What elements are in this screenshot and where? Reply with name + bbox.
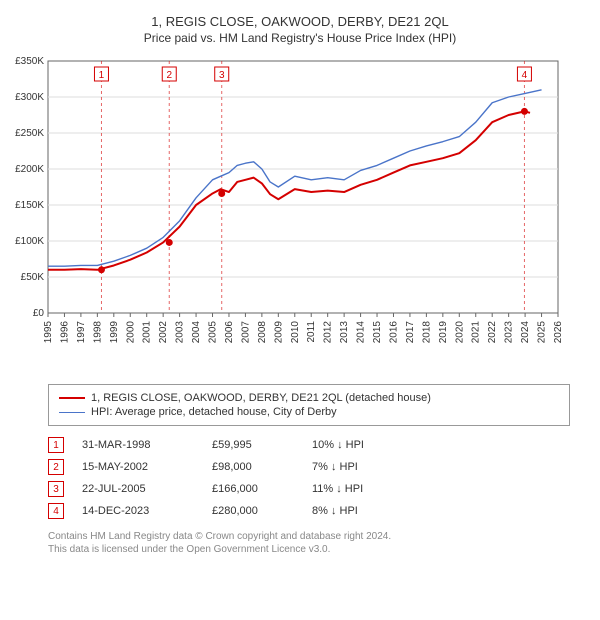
svg-text:£200K: £200K — [15, 164, 44, 175]
svg-text:2006: 2006 — [224, 321, 235, 344]
svg-text:2012: 2012 — [323, 321, 334, 344]
svg-text:1996: 1996 — [59, 321, 70, 344]
svg-text:£300K: £300K — [15, 92, 44, 103]
svg-text:2014: 2014 — [356, 321, 367, 344]
marker-delta: 7% ↓ HPI — [312, 461, 432, 473]
page-title: 1, REGIS CLOSE, OAKWOOD, DERBY, DE21 2QL — [10, 14, 590, 29]
marker-delta: 8% ↓ HPI — [312, 505, 432, 517]
svg-text:2022: 2022 — [487, 321, 498, 344]
marker-price: £166,000 — [212, 483, 312, 495]
svg-text:£50K: £50K — [21, 272, 45, 283]
svg-text:2024: 2024 — [520, 321, 531, 344]
svg-text:2026: 2026 — [553, 321, 564, 344]
svg-text:1998: 1998 — [92, 321, 103, 344]
svg-text:2010: 2010 — [290, 321, 301, 344]
svg-text:4: 4 — [522, 70, 528, 81]
svg-text:£150K: £150K — [15, 200, 44, 211]
svg-text:2008: 2008 — [257, 321, 268, 344]
svg-text:2: 2 — [166, 70, 172, 81]
marker-delta: 11% ↓ HPI — [312, 483, 432, 495]
legend-label: HPI: Average price, detached house, City… — [91, 406, 337, 418]
marker-delta: 10% ↓ HPI — [312, 439, 432, 451]
marker-row: 4 14-DEC-2023£280,0008% ↓ HPI — [48, 500, 570, 522]
svg-text:2002: 2002 — [158, 321, 169, 344]
svg-text:2019: 2019 — [438, 321, 449, 344]
svg-text:2015: 2015 — [372, 321, 383, 344]
svg-text:2001: 2001 — [142, 321, 153, 344]
svg-text:2009: 2009 — [273, 321, 284, 344]
svg-text:£0: £0 — [33, 308, 45, 319]
legend: 1, REGIS CLOSE, OAKWOOD, DERBY, DE21 2QL… — [48, 384, 570, 426]
svg-text:2004: 2004 — [191, 321, 202, 344]
svg-text:2013: 2013 — [339, 321, 350, 344]
chart-container: £0 £50K £100K £150K £200K £250K £300K £350K 1995… — [10, 53, 590, 376]
marker-badge: 4 — [48, 503, 64, 519]
svg-text:2021: 2021 — [471, 321, 482, 344]
marker-price: £59,995 — [212, 439, 312, 451]
svg-text:2016: 2016 — [388, 321, 399, 344]
marker-date: 22-JUL-2005 — [82, 483, 212, 495]
marker-row: 1 31-MAR-1998£59,99510% ↓ HPI — [48, 434, 570, 456]
svg-text:1: 1 — [99, 70, 105, 81]
svg-text:1999: 1999 — [109, 321, 120, 344]
price-chart: £0 £50K £100K £150K £200K £250K £300K £350K 1995… — [10, 53, 570, 373]
svg-text:2018: 2018 — [421, 321, 432, 344]
footer-line: Contains HM Land Registry data © Crown c… — [48, 530, 570, 543]
svg-text:2011: 2011 — [306, 321, 317, 343]
marker-date: 31-MAR-1998 — [82, 439, 212, 451]
marker-table: 1 31-MAR-1998£59,99510% ↓ HPI 2 15-MAY-2002… — [48, 434, 570, 522]
svg-text:2025: 2025 — [537, 321, 548, 344]
svg-text:3: 3 — [219, 70, 225, 81]
marker-price: £98,000 — [212, 461, 312, 473]
svg-text:2005: 2005 — [208, 321, 219, 344]
marker-date: 15-MAY-2002 — [82, 461, 212, 473]
legend-row: 1, REGIS CLOSE, OAKWOOD, DERBY, DE21 2QL… — [59, 391, 559, 405]
page-subtitle: Price paid vs. HM Land Registry's House … — [10, 31, 590, 45]
svg-text:£100K: £100K — [15, 236, 44, 247]
legend-swatch — [59, 397, 85, 399]
legend-label: 1, REGIS CLOSE, OAKWOOD, DERBY, DE21 2QL… — [91, 392, 431, 404]
svg-text:1995: 1995 — [43, 321, 54, 344]
marker-badge: 3 — [48, 481, 64, 497]
marker-row: 2 15-MAY-2002£98,0007% ↓ HPI — [48, 456, 570, 478]
marker-badge: 2 — [48, 459, 64, 475]
legend-swatch — [59, 412, 85, 413]
legend-row: HPI: Average price, detached house, City… — [59, 405, 559, 419]
marker-badge: 1 — [48, 437, 64, 453]
marker-price: £280,000 — [212, 505, 312, 517]
svg-text:£250K: £250K — [15, 128, 44, 139]
svg-text:2007: 2007 — [240, 321, 251, 344]
svg-text:2003: 2003 — [175, 321, 186, 344]
marker-date: 14-DEC-2023 — [82, 505, 212, 517]
svg-text:1997: 1997 — [76, 321, 87, 344]
svg-text:£350K: £350K — [15, 56, 44, 67]
marker-row: 3 22-JUL-2005£166,00011% ↓ HPI — [48, 478, 570, 500]
svg-text:2020: 2020 — [454, 321, 465, 344]
svg-text:2017: 2017 — [405, 321, 416, 344]
svg-text:2000: 2000 — [125, 321, 136, 344]
footer-attribution: Contains HM Land Registry data © Crown c… — [48, 530, 570, 556]
footer-line: This data is licensed under the Open Gov… — [48, 543, 570, 556]
svg-text:2023: 2023 — [504, 321, 515, 344]
